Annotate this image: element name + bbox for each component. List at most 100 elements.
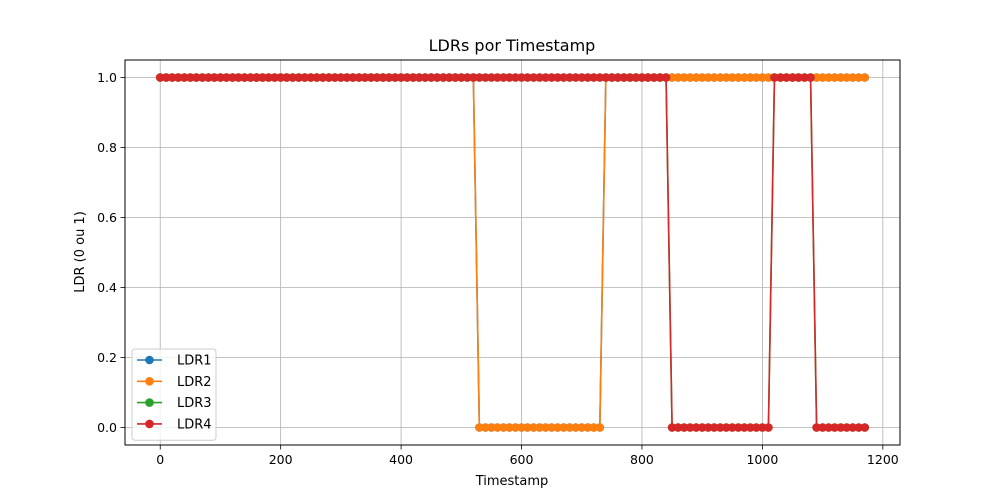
data-point-ldr4	[306, 73, 316, 82]
legend-box	[131, 348, 217, 441]
data-point-ldr4	[264, 73, 273, 82]
y-tick-label: 0.6	[97, 210, 117, 225]
data-point-ldr2	[493, 423, 502, 432]
data-point-ldr4	[186, 73, 195, 82]
data-point-ldr2	[673, 73, 683, 82]
y-tick-label: 0.0	[97, 420, 117, 435]
data-point-ldr4	[824, 423, 833, 432]
data-point-ldr4	[234, 73, 243, 82]
data-point-ldr2	[541, 423, 550, 432]
data-point-ldr4	[180, 73, 189, 82]
data-point-ldr2	[824, 73, 833, 82]
data-point-ldr4	[481, 73, 490, 82]
legend-item-ldr4: LDR4	[137, 417, 212, 432]
data-point-ldr4	[655, 73, 665, 82]
data-point-ldr4	[764, 423, 773, 432]
data-point-ldr4	[487, 73, 496, 82]
x-tick-label: 400	[389, 452, 413, 467]
data-point-ldr4	[613, 73, 623, 82]
data-point-ldr4	[836, 423, 845, 432]
data-point-ldr2	[559, 423, 568, 432]
data-point-ldr4	[366, 73, 376, 82]
data-point-ldr4	[324, 73, 334, 82]
legend-label: LDR4	[177, 417, 212, 432]
legend-marker	[145, 398, 154, 407]
data-point-ldr4	[258, 73, 267, 82]
plot-area-frame	[124, 59, 901, 446]
data-point-ldr2	[830, 73, 839, 82]
data-point-ldr4	[216, 73, 225, 82]
data-point-ldr4	[734, 423, 743, 432]
data-point-ldr4	[553, 73, 562, 82]
legend-marker	[145, 377, 154, 386]
legend-label: LDR1	[177, 354, 212, 369]
y-tick-label: 0.2	[97, 350, 117, 365]
data-point-ldr4	[155, 73, 165, 82]
data-point-ldr2	[535, 423, 544, 432]
data-point-ldr4	[463, 73, 472, 82]
data-point-ldr4	[685, 423, 695, 432]
data-point-ldr4	[746, 423, 755, 432]
data-point-ldr2	[818, 73, 827, 82]
legend-item-ldr3: LDR3	[137, 396, 212, 411]
data-point-ldr2	[836, 73, 845, 82]
data-point-ldr2	[812, 73, 821, 82]
data-point-ldr4	[541, 73, 550, 82]
data-point-ldr4	[715, 423, 725, 432]
data-point-ldr2	[571, 423, 581, 432]
data-point-ldr4	[469, 73, 478, 82]
data-point-ldr4	[288, 73, 298, 82]
data-point-ldr2	[746, 73, 755, 82]
data-point-ldr2	[691, 73, 701, 82]
data-point-ldr2	[547, 423, 556, 432]
data-point-ldr4	[631, 73, 641, 82]
data-point-ldr2	[499, 423, 508, 432]
data-point-ldr4	[709, 423, 719, 432]
data-point-ldr2	[487, 423, 496, 432]
data-point-ldr4	[270, 73, 279, 82]
data-point-ldr4	[806, 73, 815, 82]
data-point-ldr4	[800, 73, 809, 82]
x-tick-label: 800	[630, 452, 654, 467]
data-point-ldr4	[589, 73, 599, 82]
legend: LDR1 LDR2 LDR3 LDR4	[131, 348, 217, 441]
data-point-ldr4	[493, 73, 502, 82]
data-point-ldr4	[348, 73, 358, 82]
data-point-ldr2	[734, 73, 743, 82]
data-point-ldr4	[312, 73, 322, 82]
data-point-ldr2	[583, 423, 593, 432]
data-point-ldr4	[300, 73, 310, 82]
data-point-ldr4	[511, 73, 520, 82]
data-point-ldr2	[523, 423, 532, 432]
data-point-ldr2	[715, 73, 725, 82]
data-point-ldr2	[505, 423, 514, 432]
data-point-ldr4	[173, 73, 183, 82]
data-point-ldr4	[161, 73, 171, 82]
data-point-ldr4	[450, 73, 460, 82]
data-point-ldr4	[637, 73, 647, 82]
data-point-ldr4	[758, 423, 767, 432]
data-point-ldr4	[222, 73, 231, 82]
data-point-ldr4	[378, 73, 388, 82]
data-point-ldr4	[167, 73, 177, 82]
data-point-ldr2	[529, 423, 538, 432]
data-point-ldr4	[517, 73, 526, 82]
data-point-ldr2	[595, 423, 605, 432]
x-tick-label: 1000	[746, 452, 778, 467]
data-point-ldr2	[565, 423, 575, 432]
data-point-ldr2	[703, 73, 713, 82]
x-axis-label: Timestamp	[475, 474, 549, 489]
data-point-ldr4	[848, 423, 858, 432]
data-point-ldr4	[438, 73, 448, 82]
data-point-ldr4	[673, 423, 683, 432]
data-point-ldr4	[318, 73, 328, 82]
data-point-ldr4	[457, 73, 466, 82]
series-lines	[155, 73, 870, 432]
data-point-ldr4	[697, 423, 707, 432]
data-point-ldr4	[420, 73, 430, 82]
data-point-ldr2	[589, 423, 599, 432]
legend-label: LDR3	[177, 396, 212, 411]
data-point-ldr4	[571, 73, 581, 82]
data-point-ldr4	[547, 73, 556, 82]
data-point-ldr4	[432, 73, 442, 82]
